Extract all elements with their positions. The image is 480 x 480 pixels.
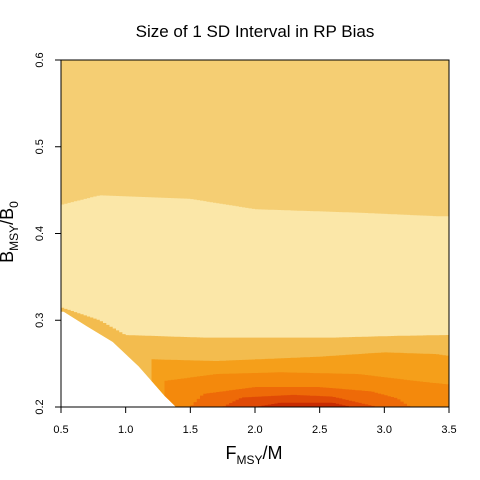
- y-tick-label-4: 0.6: [34, 52, 46, 67]
- y-tick-label-1: 0.3: [34, 313, 46, 328]
- x-tick-label-3: 2.0: [247, 424, 262, 436]
- x-tick-label-4: 2.5: [312, 424, 327, 436]
- x-axis-label: FMSY/M: [225, 443, 282, 467]
- y-label-main: B: [0, 251, 17, 263]
- x-label-main: F: [225, 443, 236, 463]
- x-tick-label-6: 3.5: [441, 424, 456, 436]
- contour-band-7: [255, 402, 352, 407]
- x-tick-label-5: 3.0: [377, 424, 392, 436]
- y-label-sub: MSY: [7, 225, 21, 251]
- y-label-sub2: 0: [7, 201, 21, 208]
- x-label-sub: MSY: [236, 453, 262, 467]
- x-label-tail: /M: [263, 443, 283, 463]
- x-tick-label-0: 0.5: [53, 424, 68, 436]
- chart-title: Size of 1 SD Interval in RP Bias: [136, 22, 375, 41]
- x-tick-label-1: 1.0: [118, 424, 133, 436]
- y-label-mid: /B: [0, 208, 17, 225]
- y-tick-label-3: 0.5: [34, 139, 46, 154]
- y-tick-label-2: 0.4: [34, 226, 46, 241]
- y-tick-label-0: 0.2: [34, 399, 46, 414]
- contour-fills: [61, 60, 449, 407]
- y-axis-label: BMSY/B0: [0, 201, 21, 263]
- x-axis: 0.5 1.0 1.5 2.0 2.5 3.0 3.5: [53, 407, 457, 436]
- x-tick-label-2: 1.5: [183, 424, 198, 436]
- y-axis: 0.2 0.3 0.4 0.5 0.6: [34, 52, 62, 415]
